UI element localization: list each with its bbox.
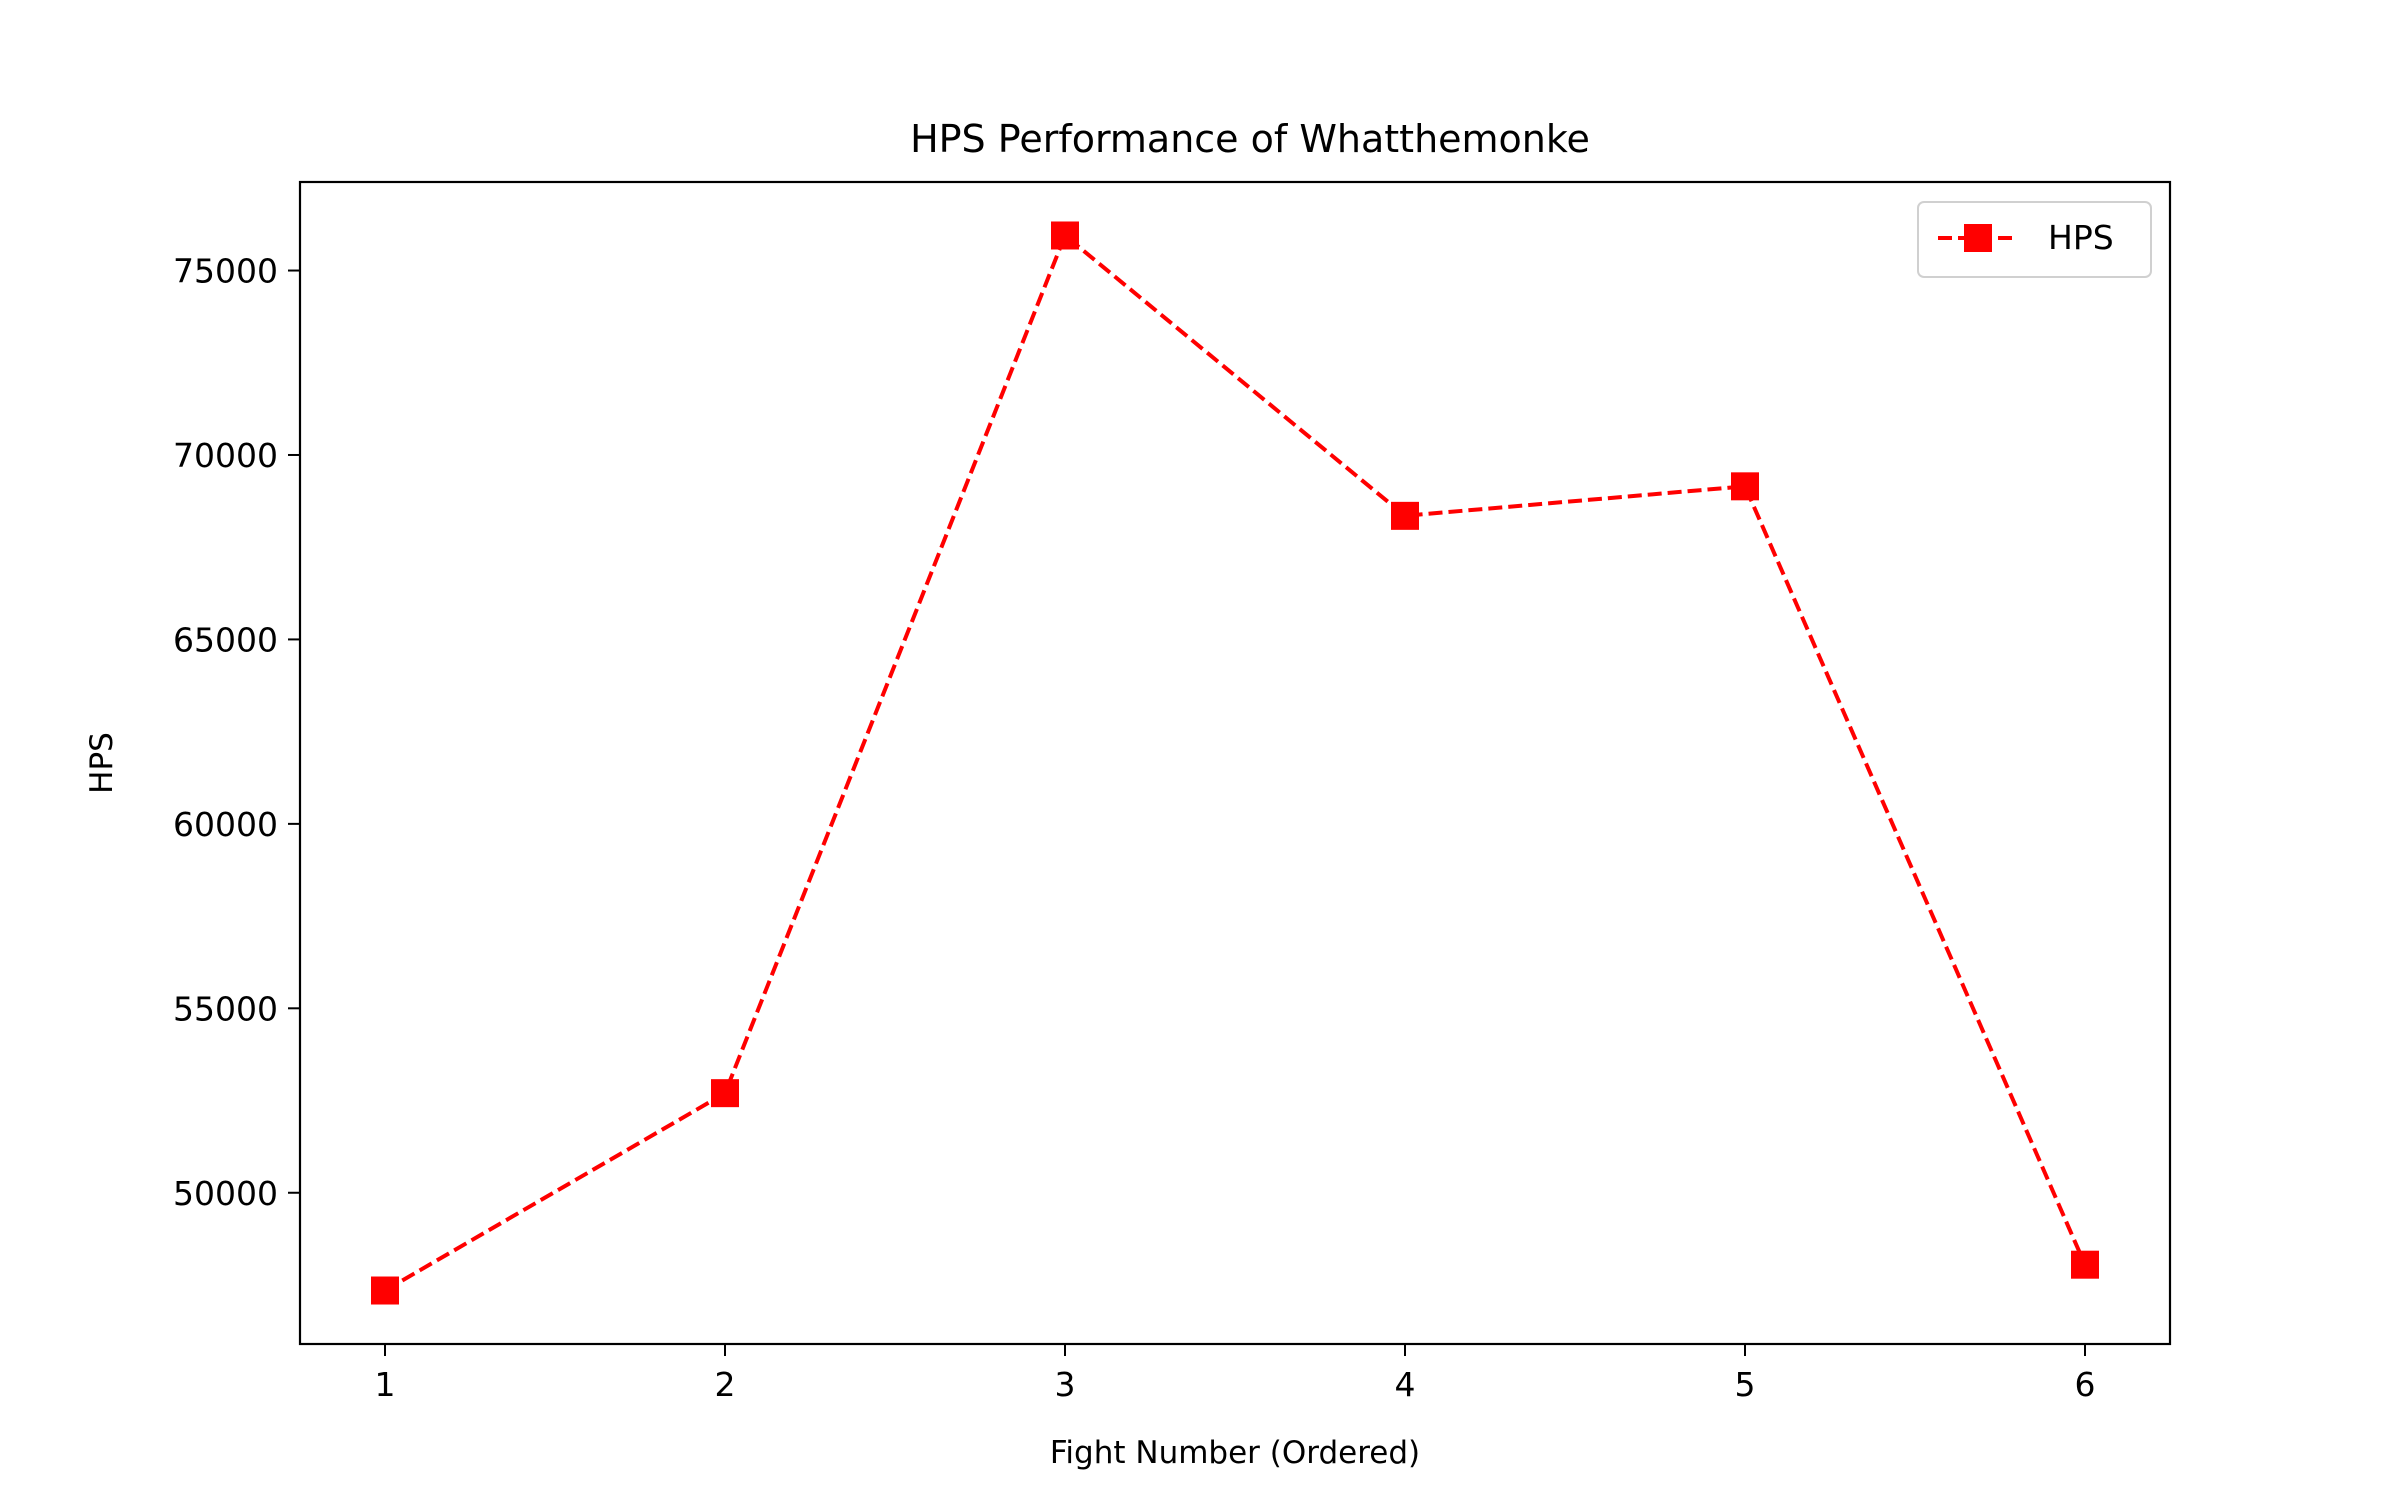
series-line-hps	[383, 233, 2087, 1293]
x-tick-label: 1	[375, 1365, 396, 1404]
chart-title: HPS Performance of Whatthemonke	[910, 117, 1590, 161]
legend: HPS	[1917, 201, 2152, 278]
y-axis-ticks: 50000 55000 60000 65000 70000 75000	[173, 252, 300, 1213]
x-axis-ticks: 1 2 3 4 5 6	[375, 1344, 2096, 1404]
data-point-marker	[1391, 501, 1419, 530]
x-tick-label: 4	[1395, 1365, 1416, 1404]
legend-label-hps: HPS	[2048, 218, 2114, 257]
legend-marker-swatch	[1964, 224, 1992, 252]
y-tick-label: 70000	[173, 436, 278, 475]
y-tick-label: 60000	[173, 805, 278, 844]
data-point-marker	[371, 1276, 399, 1305]
series-layer	[371, 221, 2099, 1305]
data-point-marker	[1731, 472, 1759, 501]
plot-area-frame	[298, 180, 2172, 1346]
x-axis-label: Fight Number (Ordered)	[1050, 1435, 1420, 1471]
y-tick-label: 65000	[173, 620, 278, 659]
x-tick-label: 2	[715, 1365, 736, 1404]
y-tick-label: 50000	[173, 1174, 278, 1213]
y-tick-label: 75000	[173, 252, 278, 291]
data-point-marker	[711, 1079, 739, 1108]
x-tick-label: 6	[2075, 1365, 2096, 1404]
data-point-marker	[1051, 221, 1079, 250]
y-tick-label: 55000	[173, 989, 278, 1028]
x-tick-label: 3	[1055, 1365, 1076, 1404]
data-point-marker	[2071, 1250, 2099, 1279]
y-axis-label: HPS	[84, 732, 120, 794]
x-tick-label: 5	[1735, 1365, 1756, 1404]
legend-box	[1917, 201, 2152, 278]
